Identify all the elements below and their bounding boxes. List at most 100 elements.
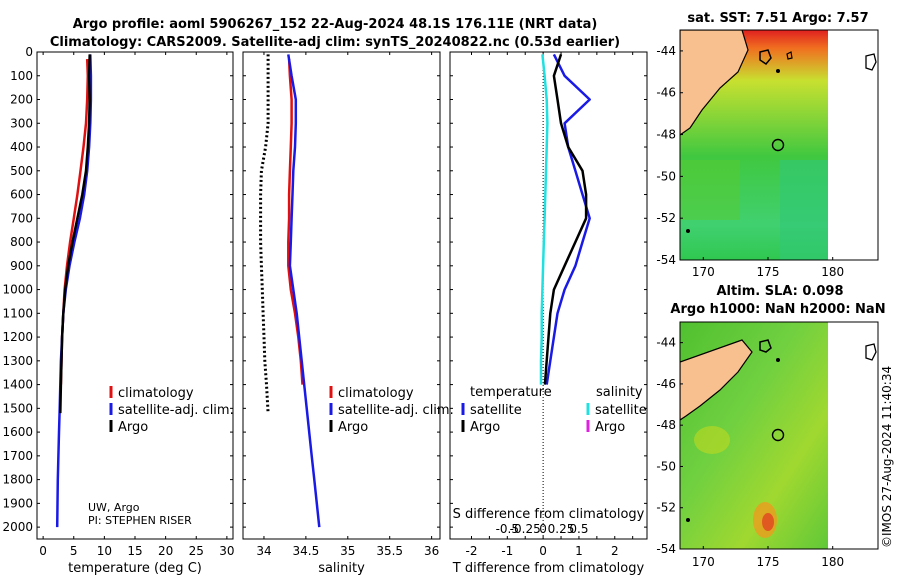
- legend-t-argo-label: Argo: [470, 420, 500, 435]
- temperature-legend: climatology satellite-adj. clim. Argo: [109, 386, 234, 435]
- depth-tick-label: 300: [10, 116, 33, 130]
- islet-dot: [776, 358, 780, 362]
- credit-line1: UW, Argo: [88, 501, 140, 514]
- salinity-diff-axis-label: S difference from climatology: [453, 507, 645, 522]
- chatham-island: [759, 49, 772, 65]
- x-tick-label: -2: [466, 544, 478, 558]
- sst-cool-patch: [780, 160, 828, 260]
- new-zealand-land: [680, 339, 753, 421]
- lat-tick-label: -44: [656, 336, 676, 350]
- x-tick-label: 25: [189, 544, 204, 558]
- legend-s-argo-label: Argo: [595, 420, 625, 435]
- lon-tick-label: 170: [692, 555, 715, 569]
- x-tick-label: 20: [158, 544, 173, 558]
- x-tick-label: 5: [70, 544, 78, 558]
- legend-temperature-head: temperature: [470, 385, 552, 400]
- s-tick-label: 0.5: [569, 522, 588, 536]
- legend-t-satellite-label: satellite: [470, 403, 522, 418]
- salinity-legend: climatology satellite-adj. clim. Argo: [329, 386, 454, 435]
- lon-tick-label: 170: [692, 265, 715, 279]
- s-tick-label: 0: [539, 522, 547, 536]
- x-tick-label: 0: [539, 544, 547, 558]
- map-axes: 170 170 175 175 180 180 -44 -44 -46 -46 -48 -48 -50 -…: [656, 44, 844, 569]
- lat-tick-label: -44: [656, 44, 676, 58]
- depth-tick-label: 2000: [2, 520, 33, 534]
- x-tick-label: 15: [127, 544, 142, 558]
- islet-dot-2: [686, 229, 690, 233]
- depth-tick-label: 900: [10, 259, 33, 273]
- x-tick-label: 2: [611, 544, 619, 558]
- legend-argo-label: Argo: [118, 420, 148, 435]
- legend-satellite-label: satellite-adj. clim.: [118, 403, 234, 418]
- depth-tick-label: 0: [25, 45, 33, 59]
- legend-s-satellite-label: satellite: [595, 403, 647, 418]
- difference-panel-frame: [449, 51, 648, 540]
- series-climatology: [59, 59, 90, 385]
- x-tick-label: 36: [424, 544, 439, 558]
- s-tick-label: 0.25: [548, 522, 575, 536]
- legend-climatology-label: climatology: [338, 386, 414, 401]
- depth-tick-label: 1900: [2, 496, 33, 510]
- x-tick-label: 30: [219, 544, 234, 558]
- depth-tick-label: 600: [10, 188, 33, 202]
- lat-tick-label: -46: [656, 377, 676, 391]
- depth-tick-label: 1400: [2, 378, 33, 392]
- difference-chart: -2 -1 0 1 2 T difference from climatology S di…: [452, 52, 645, 576]
- outlying-island: [865, 53, 877, 71]
- s-tick-label: -0.5: [496, 522, 519, 536]
- depth-tick-label: 1700: [2, 449, 33, 463]
- depth-tick-label: 700: [10, 211, 33, 225]
- salinity-panel-frame: [242, 51, 441, 540]
- sla-map-title1: Altim. SLA: 0.098: [717, 284, 844, 299]
- islet-dot-2: [686, 518, 690, 522]
- series-s-satellite: [539, 54, 549, 385]
- lat-tick-label: -54: [656, 542, 676, 556]
- depth-tick-label: 1200: [2, 330, 33, 344]
- series-t-satellite: [545, 53, 591, 385]
- legend-salinity-head: salinity: [596, 385, 643, 400]
- x-axis-label: T difference from climatology: [452, 561, 645, 576]
- credit-line2: PI: STEPHEN RISER: [88, 514, 192, 527]
- lat-tick-label: -52: [656, 501, 676, 515]
- depth-tick-label: 1300: [2, 354, 33, 368]
- lat-tick-label: -50: [656, 169, 676, 183]
- sla-map: [680, 322, 828, 549]
- depth-tick-label: 1600: [2, 425, 33, 439]
- lat-tick-label: -48: [656, 128, 676, 142]
- sst-patch: [680, 160, 740, 220]
- salinity-chart: 34 34.5 35 35.5 36 salinity: [256, 52, 439, 576]
- figure-title-line2: Climatology: CARS2009. Satellite-adj cli…: [50, 35, 620, 50]
- series-t-argo: [543, 54, 588, 385]
- x-tick-label: -1: [501, 544, 513, 558]
- x-tick-label: 35.5: [376, 544, 403, 558]
- depth-tick-label: 800: [10, 235, 33, 249]
- depth-tick-label: 1500: [2, 401, 33, 415]
- legend-satellite-label: satellite-adj. clim.: [338, 403, 454, 418]
- s-tick-label: -0.25: [510, 522, 541, 536]
- sst-map: [680, 30, 828, 260]
- argo-location-marker: [771, 138, 785, 152]
- series-argo: [59, 54, 91, 414]
- sla-patch: [694, 426, 730, 454]
- legend-argo-label: Argo: [338, 420, 368, 435]
- depth-tick-label: 100: [10, 69, 33, 83]
- lat-tick-label: -46: [656, 86, 676, 100]
- chatham-island: [759, 339, 772, 353]
- depth-tick-label: 1100: [2, 306, 33, 320]
- new-zealand-land: [680, 30, 749, 136]
- temperature-chart: 0 5 10 15 20 25 30 temperature (deg C): [39, 52, 235, 576]
- series-satellite-adj-clim-: [287, 54, 321, 528]
- outlying-island: [865, 343, 877, 361]
- sla-map-title2: Argo h1000: NaN h2000: NaN: [670, 302, 885, 317]
- lon-tick-label: 175: [757, 555, 780, 569]
- difference-legend: temperature salinity satellite Argo sate…: [461, 385, 647, 435]
- x-tick-label: 1: [575, 544, 583, 558]
- sla-high-core: [762, 513, 774, 531]
- depth-tick-label: 200: [10, 93, 33, 107]
- lon-tick-label: 175: [757, 265, 780, 279]
- depth-tick-label: 1000: [2, 283, 33, 297]
- x-tick-label: 34.5: [293, 544, 320, 558]
- x-tick-label: 35: [340, 544, 355, 558]
